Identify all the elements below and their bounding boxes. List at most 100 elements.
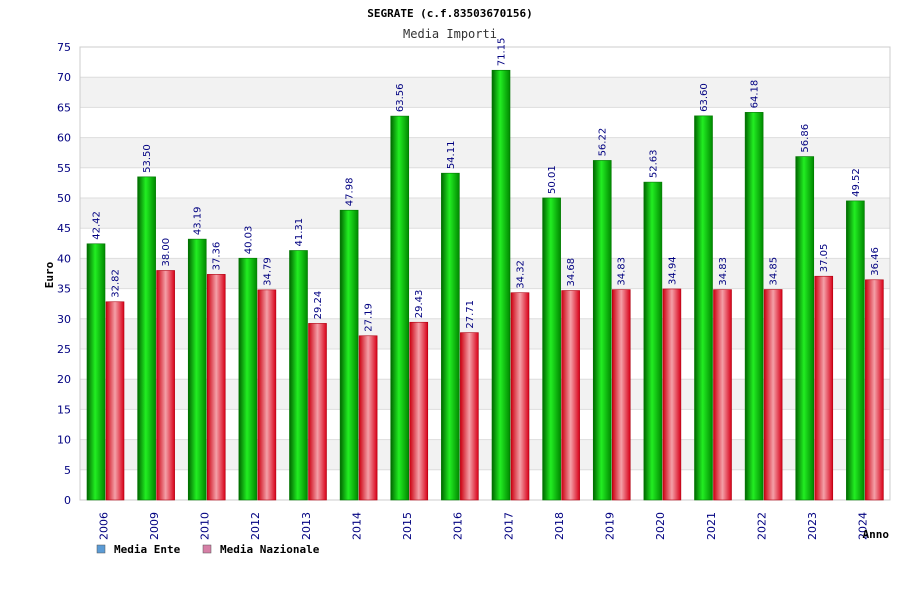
x-tick-label: 2016: [452, 512, 465, 540]
bar-media-nazionale-2019: [611, 289, 631, 501]
y-tick-label: 55: [57, 162, 71, 175]
chart-subtitle: Media Importi: [403, 27, 497, 41]
bar-media-nazionale-2014: [358, 335, 378, 501]
x-tick-label: 2021: [705, 512, 718, 540]
bar-media-ente-2019: [592, 160, 612, 501]
bar-media-ente-2021: [694, 115, 713, 501]
legend-swatch-media-nazionale: [202, 544, 212, 554]
value-label-media-ente-2009: 53.50: [142, 144, 153, 173]
y-axis-ticks: 0 5 10 15 20 25 30 35 40 45 50 55 60 65 70 75: [57, 41, 71, 507]
bar-media-nazionale-2021: [713, 289, 732, 501]
bar-media-nazionale-2022: [763, 289, 783, 501]
bar-media-nazionale-2009: [156, 270, 175, 501]
x-tick-label: 2014: [350, 512, 363, 540]
chart-title: SEGRATE (c.f.83503670156): [367, 7, 533, 20]
value-label-media-nazionale-2018: 34.68: [566, 258, 577, 287]
value-label-media-nazionale-2009: 38.00: [161, 238, 172, 267]
y-tick-label: 70: [57, 71, 71, 84]
bar-media-ente-2013: [289, 250, 308, 501]
value-label-media-ente-2022: 64.18: [750, 80, 761, 109]
value-label-media-nazionale-2020: 34.94: [667, 256, 678, 285]
y-tick-label: 75: [57, 41, 71, 54]
legend-label-media-nazionale: Media Nazionale: [220, 543, 320, 556]
value-label-media-nazionale-2016: 27.71: [465, 300, 476, 329]
x-tick-label: 2006: [97, 512, 110, 540]
plot-area: [79, 46, 891, 501]
x-tick-label: 2018: [553, 512, 566, 540]
bar-media-ente-2010: [187, 238, 207, 501]
x-axis-ticks: 2006 2009 2010 2012 2013 2014 2015 2016 2017 2018…: [97, 512, 869, 540]
bar-media-ente-2018: [542, 197, 561, 501]
value-label-media-nazionale-2019: 34.83: [617, 257, 628, 286]
value-label-media-nazionale-2012: 34.79: [262, 257, 273, 286]
x-tick-label: 2017: [502, 512, 515, 540]
value-label-media-nazionale-2024: 36.46: [870, 247, 881, 276]
value-label-media-ente-2017: 71.15: [497, 38, 508, 67]
y-tick-label: 10: [57, 434, 71, 447]
value-label-media-ente-2010: 43.19: [193, 206, 204, 235]
bar-media-ente-2023: [795, 156, 815, 501]
value-label-media-ente-2015: 63.56: [395, 83, 406, 112]
y-tick-label: 5: [64, 464, 71, 477]
x-tick-label: 2023: [806, 512, 819, 540]
x-tick-label: 2022: [755, 512, 768, 540]
value-label-media-ente-2021: 63.60: [699, 83, 710, 112]
bar-media-nazionale-2010: [206, 274, 226, 501]
value-label-media-ente-2006: 42.42: [92, 211, 103, 240]
value-labels: 42.42 32.82 53.50 38.00 43.19 37.36 40.03 34.79…: [92, 38, 881, 332]
bar-media-nazionale-2013: [308, 323, 327, 501]
value-label-media-nazionale-2013: 29.24: [313, 291, 324, 320]
bar-media-nazionale-2016: [460, 332, 479, 501]
value-label-media-nazionale-2014: 27.19: [364, 303, 375, 332]
bar-media-ente-2009: [137, 176, 156, 501]
value-label-media-ente-2013: 41.31: [294, 218, 305, 247]
legend-label-media-ente: Media Ente: [114, 543, 181, 556]
value-label-media-ente-2019: 56.22: [598, 128, 609, 157]
y-tick-label: 50: [57, 192, 71, 205]
bar-media-ente-2012: [238, 257, 258, 501]
plot-band: [80, 137, 890, 168]
y-tick-label: 35: [57, 283, 71, 296]
x-tick-label: 2009: [148, 512, 161, 540]
y-tick-label: 40: [57, 252, 71, 265]
value-label-media-ente-2023: 56.86: [800, 124, 811, 153]
x-tick-label: 2019: [604, 512, 617, 540]
y-tick-label: 20: [57, 373, 71, 386]
bar-media-nazionale-2017: [510, 292, 530, 501]
value-label-media-nazionale-2022: 34.85: [769, 257, 780, 286]
x-tick-label: 2012: [249, 512, 262, 540]
x-tick-label: 2015: [401, 512, 414, 540]
value-label-media-nazionale-2006: 32.82: [111, 269, 122, 298]
value-label-media-ente-2018: 50.01: [547, 165, 558, 194]
bar-media-nazionale-2018: [561, 290, 580, 501]
y-tick-label: 15: [57, 403, 71, 416]
bar-media-ente-2015: [390, 115, 410, 501]
bar-media-ente-2020: [643, 181, 663, 501]
bar-media-nazionale-2006: [105, 301, 125, 501]
y-tick-label: 30: [57, 313, 71, 326]
bar-media-nazionale-2020: [662, 288, 682, 501]
bar-media-ente-2022: [744, 112, 764, 501]
x-axis-label: Anno: [863, 528, 890, 541]
value-label-media-nazionale-2017: 34.32: [516, 260, 527, 289]
bar-media-nazionale-2024: [865, 279, 884, 501]
y-tick-label: 25: [57, 343, 71, 356]
bar-media-nazionale-2015: [409, 321, 429, 501]
value-label-media-ente-2024: 49.52: [851, 168, 862, 197]
bar-media-ente-2006: [86, 243, 106, 501]
bars: [86, 69, 884, 501]
value-label-media-ente-2014: 47.98: [345, 178, 356, 207]
x-tick-label: 2020: [654, 512, 667, 540]
y-axis-label: Euro: [43, 261, 56, 288]
bar-media-ente-2014: [339, 209, 359, 501]
bar-media-ente-2017: [491, 69, 511, 501]
value-label-media-nazionale-2023: 37.05: [819, 244, 830, 273]
value-label-media-ente-2016: 54.11: [446, 141, 457, 170]
y-tick-label: 0: [64, 494, 71, 507]
x-tick-label: 2013: [300, 512, 313, 540]
bar-media-ente-2024: [846, 200, 865, 501]
x-tick-label: 2024: [857, 512, 870, 540]
bar-media-nazionale-2023: [814, 275, 834, 501]
value-label-media-ente-2012: 40.03: [243, 226, 254, 255]
